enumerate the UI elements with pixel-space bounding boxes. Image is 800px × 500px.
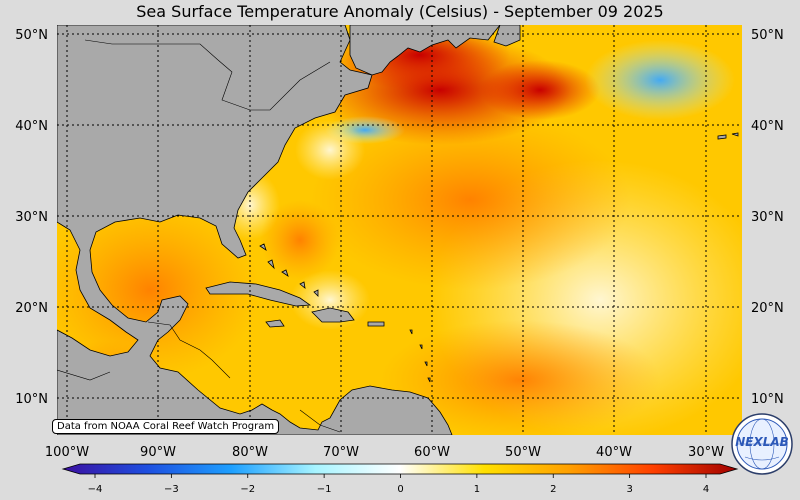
azores: [717, 132, 739, 140]
lat-label: 10°N: [751, 392, 784, 407]
lat-label: 40°N: [751, 119, 784, 134]
colorbar-ticks: −4 −3 −2 −1 0 1 2 3 4: [88, 474, 709, 495]
colorbar-tick-label: −4: [88, 484, 103, 495]
colorbar-bar: [61, 463, 739, 475]
lon-label: 60°W: [414, 445, 450, 460]
colorbar-tick-label: 3: [626, 484, 632, 495]
colorbar-tick-label: −1: [317, 484, 332, 495]
nexlab-logo: NEXLAB: [731, 413, 793, 475]
lat-label: 20°N: [751, 301, 784, 316]
data-credit: Data from NOAA Coral Reef Watch Program: [52, 419, 280, 434]
lon-label: 80°W: [232, 445, 268, 460]
colorbar-tick-label: 4: [703, 484, 709, 495]
lat-label: 40°N: [15, 119, 48, 134]
colorbar-tick-label: 0: [397, 484, 403, 495]
graticule: [57, 25, 742, 435]
lat-label: 50°N: [15, 28, 48, 43]
lon-label: 100°W: [45, 445, 89, 460]
colorbar: −4 −3 −2 −1 0 1 2 3 4: [61, 463, 739, 495]
lon-labels: 100°W 90°W 80°W 70°W 60°W 50°W 40°W 30°W: [45, 445, 724, 460]
lat-labels-left: 50°N 40°N 30°N 20°N 10°N: [15, 28, 48, 407]
puerto-rico: [367, 321, 385, 327]
colorbar-tick-label: −3: [164, 484, 179, 495]
nexlab-globe-icon: [731, 413, 793, 475]
jamaica: [265, 319, 285, 328]
lon-label: 70°W: [323, 445, 359, 460]
cuba: [205, 281, 312, 307]
lon-label: 30°W: [688, 445, 724, 460]
land: [57, 25, 739, 435]
lon-label: 40°W: [596, 445, 632, 460]
lat-label: 30°N: [15, 210, 48, 225]
lat-label: 30°N: [751, 210, 784, 225]
colorbar-tick-label: 2: [550, 484, 556, 495]
newfoundland: [493, 25, 521, 47]
lon-label: 50°W: [505, 445, 541, 460]
bahamas: [259, 243, 319, 297]
political-borders: [57, 39, 341, 433]
map-title: Sea Surface Temperature Anomaly (Celsius…: [136, 2, 664, 21]
lat-label: 10°N: [15, 392, 48, 407]
colorbar-tick-label: 1: [474, 484, 480, 495]
lat-label: 50°N: [751, 28, 784, 43]
colorbar-tick-label: −2: [240, 484, 255, 495]
lat-label: 20°N: [15, 301, 48, 316]
lesser-antilles: [409, 329, 431, 383]
hispaniola: [311, 307, 355, 323]
lon-label: 90°W: [140, 445, 176, 460]
lat-labels-right: 50°N 40°N 30°N 20°N 10°N: [751, 28, 784, 407]
canada-maritimes: [349, 25, 501, 76]
logo-text: NEXLAB: [735, 435, 789, 449]
